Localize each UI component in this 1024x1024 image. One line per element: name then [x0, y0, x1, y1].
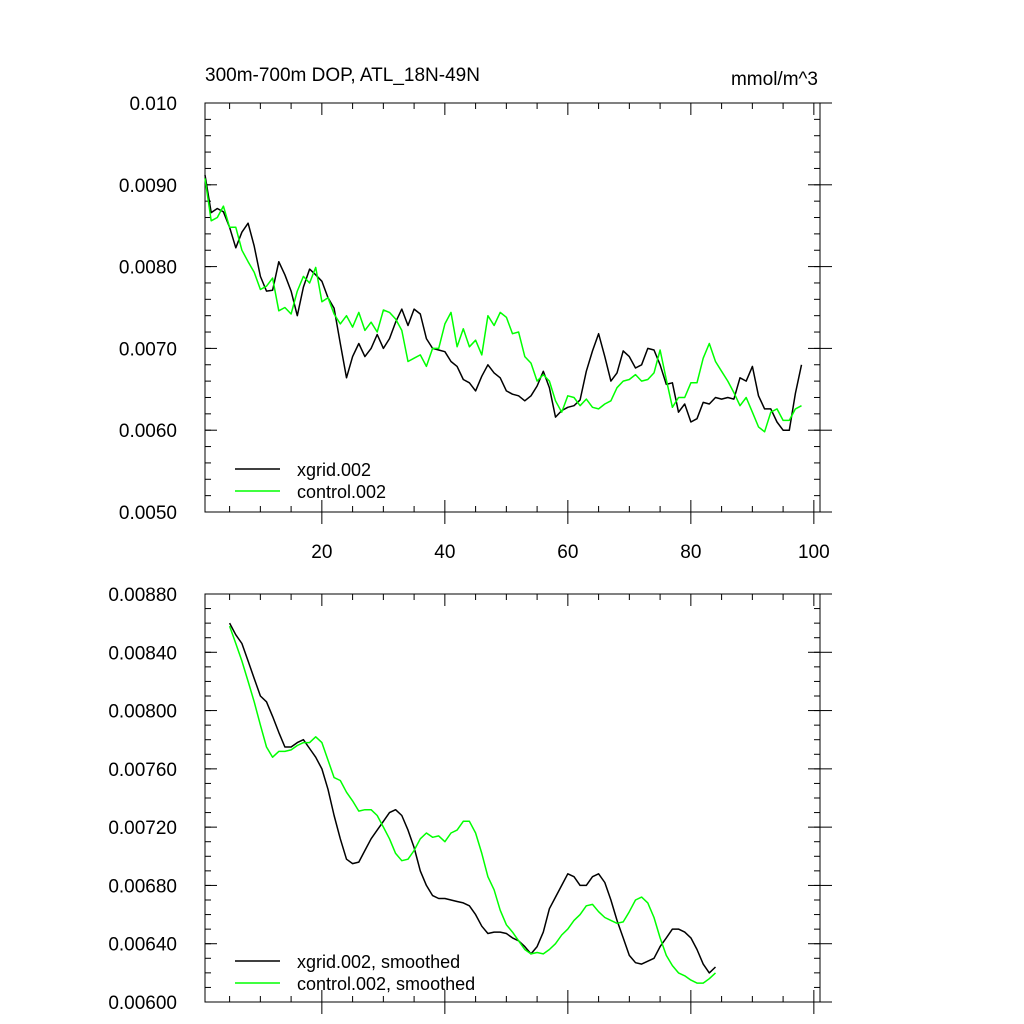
y-tick-label: 0.0070 — [119, 339, 177, 360]
top-legend: xgrid.002 control.002 — [235, 460, 386, 502]
top-axes: 20 40 60 80 100 0.0050 0.0060 0.0070 0.0080 0.009… — [119, 94, 832, 563]
x-tick-label: 20 — [311, 542, 332, 563]
y-tick-label: 0.00720 — [108, 818, 177, 839]
bottom-series-group — [228, 622, 717, 984]
units-label: mmol/m^3 — [731, 69, 818, 90]
y-tick-label: 0.00800 — [108, 702, 177, 723]
series-line-xgrid-002 — [204, 174, 803, 431]
top-panel: 300m-700m DOP, ATL_18N-49N mmol/m^3 20 40… — [119, 65, 832, 563]
x-tick-label: 100 — [798, 542, 830, 563]
series-line-xgrid-002-smoothed — [228, 622, 717, 974]
bottom-axes: 0.00600 0.00640 0.00680 0.00720 0.00760 0.008… — [108, 585, 832, 1014]
x-tick-label: 40 — [434, 542, 455, 563]
bottom-panel: 0.00600 0.00640 0.00680 0.00720 0.00760 0.008… — [108, 585, 832, 1014]
x-tick-label: 60 — [557, 542, 578, 563]
y-tick-label: 0.00840 — [108, 643, 177, 664]
y-tick-label: 0.0050 — [119, 503, 177, 524]
plot-frame — [204, 102, 821, 513]
legend-label-xgrid: xgrid.002 — [297, 460, 371, 480]
y-tick-label: 0.00680 — [108, 876, 177, 897]
plot-frame — [204, 593, 821, 1003]
series-line-control-002 — [204, 178, 802, 433]
chart-title: 300m-700m DOP, ATL_18N-49N — [205, 65, 480, 86]
y-tick-label: 0.00880 — [108, 585, 177, 606]
y-tick-label: 0.00760 — [108, 760, 177, 781]
bottom-legend: xgrid.002, smoothed control.002, smoothe… — [235, 952, 475, 994]
legend-label-control: control.002 — [297, 482, 386, 502]
legend-label-xgrid-smoothed: xgrid.002, smoothed — [297, 952, 460, 972]
y-tick-label: 0.00640 — [108, 935, 177, 956]
legend-label-control-smoothed: control.002, smoothed — [297, 974, 475, 994]
series-line-control-002-smoothed — [228, 625, 717, 984]
x-tick-label: 80 — [680, 542, 701, 563]
y-tick-label: 0.010 — [129, 94, 177, 115]
y-tick-label: 0.0090 — [119, 176, 177, 197]
y-tick-label: 0.0080 — [119, 258, 177, 279]
y-tick-label: 0.00600 — [108, 993, 177, 1014]
top-series-group — [204, 174, 803, 433]
y-tick-label: 0.0060 — [119, 421, 177, 442]
